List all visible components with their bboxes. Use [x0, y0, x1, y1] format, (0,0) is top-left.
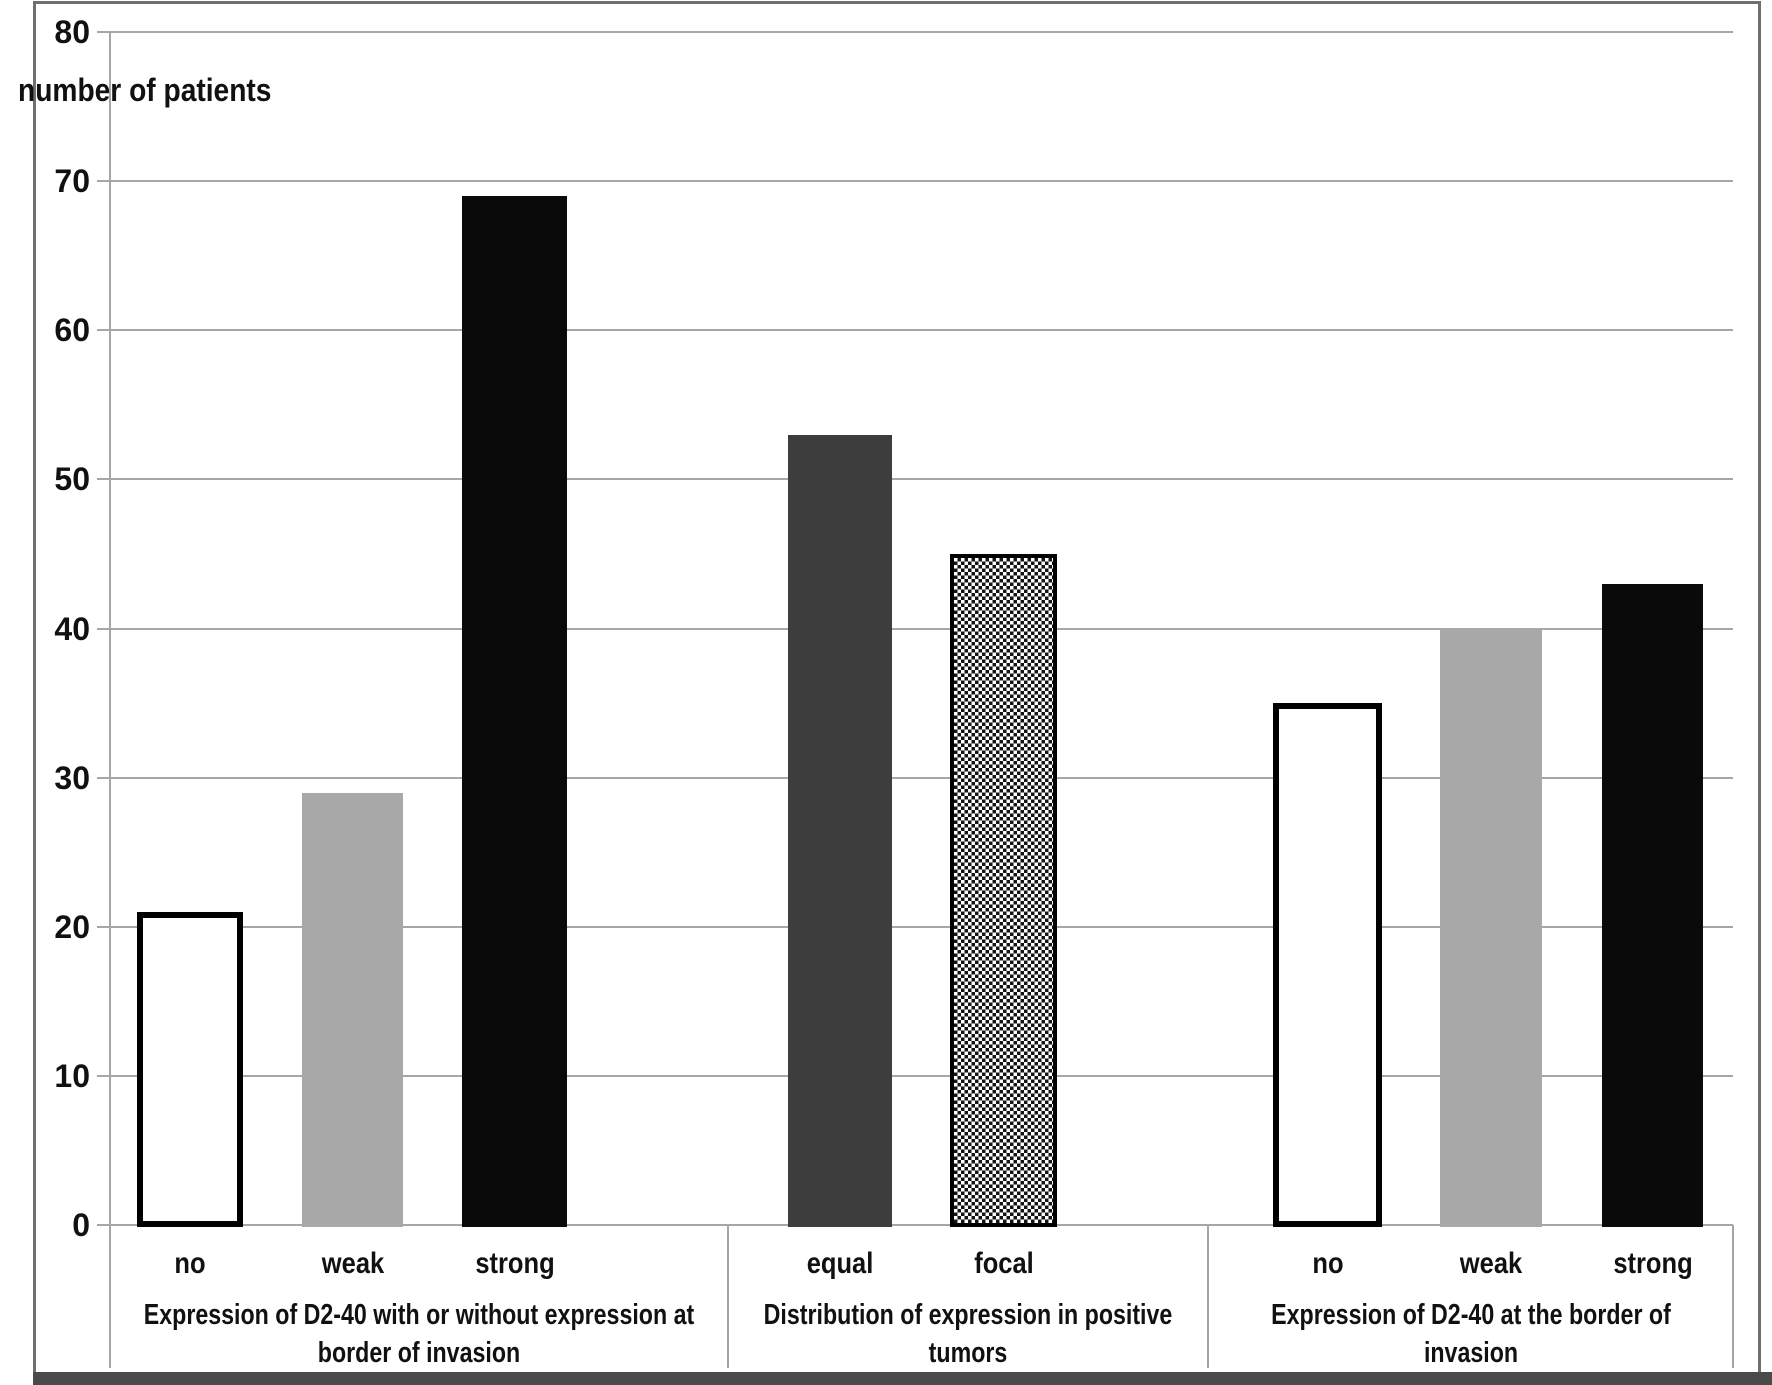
frame-left [33, 1, 36, 1376]
group-label-3-line-2: invasion [1423, 1337, 1518, 1369]
group-label-2-line-1: Distribution of expression in positive [763, 1299, 1173, 1331]
category-label-group2-equal: equal [806, 1247, 874, 1280]
y-axis-line [109, 32, 111, 1368]
grid-line-30 [97, 777, 1733, 779]
bar-group3-weak [1440, 628, 1542, 1227]
bar-group1-strong [462, 196, 567, 1227]
grid-line-80 [97, 31, 1733, 33]
group-label-1-line-2: border of invasion [317, 1337, 521, 1369]
bar-group2-focal [950, 554, 1057, 1227]
grid-line-50 [97, 478, 1733, 480]
y-tick-label-60: 60 [54, 312, 90, 348]
category-label-group3-strong: strong [1612, 1247, 1693, 1280]
frame-bottom-strip [33, 1372, 1772, 1385]
grid-line-10 [97, 1075, 1733, 1077]
category-divider-1 [1207, 1225, 1209, 1368]
y-axis-title: number of patients [18, 72, 272, 108]
grid-line-60 [97, 329, 1733, 331]
bar-group1-no [137, 912, 243, 1227]
group-label-2-line-2: tumors [928, 1337, 1008, 1369]
group-label-3-line-1: Expression of D2-40 at the border of [1270, 1299, 1671, 1331]
category-label-group1-weak: weak [321, 1247, 384, 1280]
y-tick-label-20: 20 [54, 909, 90, 945]
category-label-group3-weak: weak [1459, 1247, 1523, 1280]
category-label-group1-no: no [174, 1247, 206, 1280]
y-tick-label-40: 40 [54, 611, 90, 647]
y-tick-label-0: 0 [72, 1207, 90, 1243]
y-tick-label-80: 80 [54, 14, 90, 50]
category-label-group2-focal: focal [973, 1247, 1034, 1280]
y-tick-label-70: 70 [54, 163, 90, 199]
y-tick-label-50: 50 [54, 461, 90, 497]
category-label-group3-no: no [1311, 1247, 1344, 1280]
category-label-group1-strong: strong [474, 1247, 555, 1280]
grid-line-0 [97, 1224, 1733, 1226]
bar-group3-no [1273, 703, 1382, 1227]
grid-line-70 [97, 180, 1733, 182]
group-label-1-line-1: Expression of D2-40 with or without expr… [143, 1299, 695, 1331]
bar-group3-strong [1602, 584, 1703, 1227]
grid-line-40 [97, 628, 1733, 630]
category-divider-2 [1732, 1225, 1734, 1368]
category-divider-0 [727, 1225, 729, 1368]
frame-right [1758, 1, 1761, 1376]
y-tick-label-10: 10 [54, 1058, 90, 1094]
y-tick-label-30: 30 [54, 760, 90, 796]
frame-top [33, 1, 1761, 4]
bar-group2-equal [788, 435, 892, 1227]
grid-line-20 [97, 926, 1733, 928]
bar-group1-weak [302, 793, 403, 1227]
